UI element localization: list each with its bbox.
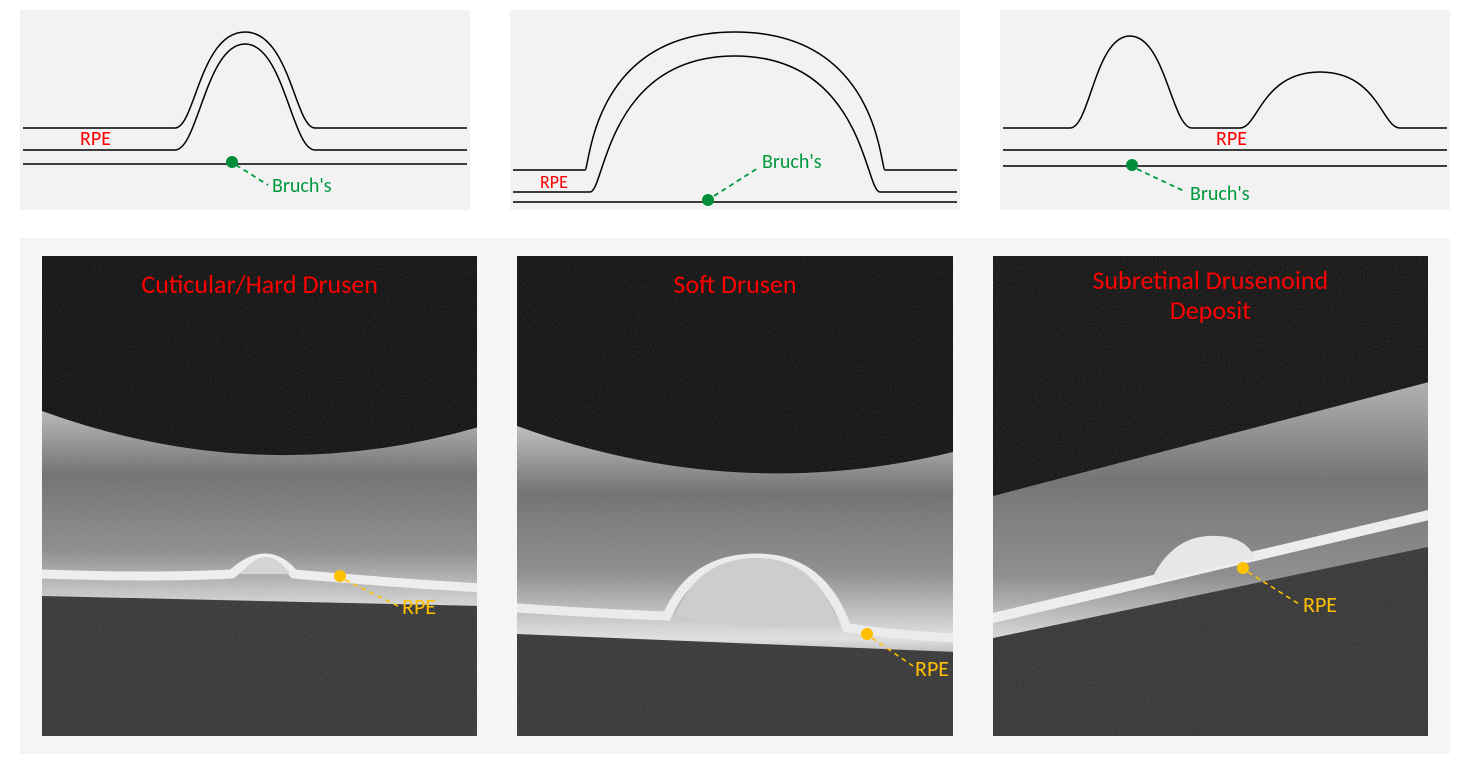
subretinal-svg: RPE Bruch's	[1000, 10, 1450, 210]
soft-drusen-diagram: RPE Bruch's	[510, 10, 960, 210]
scan-title: Cuticular/Hard Drusen	[42, 270, 477, 300]
rpe-label: RPE	[80, 127, 111, 151]
bruchs-dot	[1126, 159, 1138, 171]
rpe-label: RPE	[540, 171, 568, 193]
scan-rpe-label: RPE	[1303, 591, 1337, 618]
scan-title: Soft Drusen	[517, 270, 952, 300]
oct-svg: RPE	[42, 256, 477, 736]
scan-soft-drusen: Soft Drusen RPE	[517, 256, 952, 736]
oct-svg: RPE	[517, 256, 952, 736]
bruchs-label: Bruch's	[762, 150, 822, 174]
scan-hard-drusen: Cuticular/Hard Drusen RPE	[42, 256, 477, 736]
bruchs-label: Bruch's	[272, 174, 332, 198]
rpe-label: RPE	[1216, 127, 1247, 151]
bruchs-label: Bruch's	[1190, 182, 1250, 206]
hard-drusen-svg: RPE Bruch's	[20, 10, 470, 210]
scan-title: Subretinal DrusenoindDeposit	[993, 266, 1428, 326]
scan-subretinal: Subretinal DrusenoindDeposit RPE	[993, 256, 1428, 736]
bruchs-dot	[702, 194, 714, 206]
bruchs-dot	[226, 156, 238, 168]
diagram-row: RPE Bruch's RPE Bruch's	[20, 10, 1450, 210]
soft-drusen-svg: RPE Bruch's	[510, 10, 960, 210]
subretinal-diagram: RPE Bruch's	[1000, 10, 1450, 210]
hard-drusen-diagram: RPE Bruch's	[20, 10, 470, 210]
scan-rpe-label: RPE	[915, 655, 949, 682]
oct-svg: RPE	[993, 256, 1428, 736]
scan-row: Cuticular/Hard Drusen RPE	[20, 238, 1450, 754]
scan-rpe-label: RPE	[402, 593, 436, 620]
